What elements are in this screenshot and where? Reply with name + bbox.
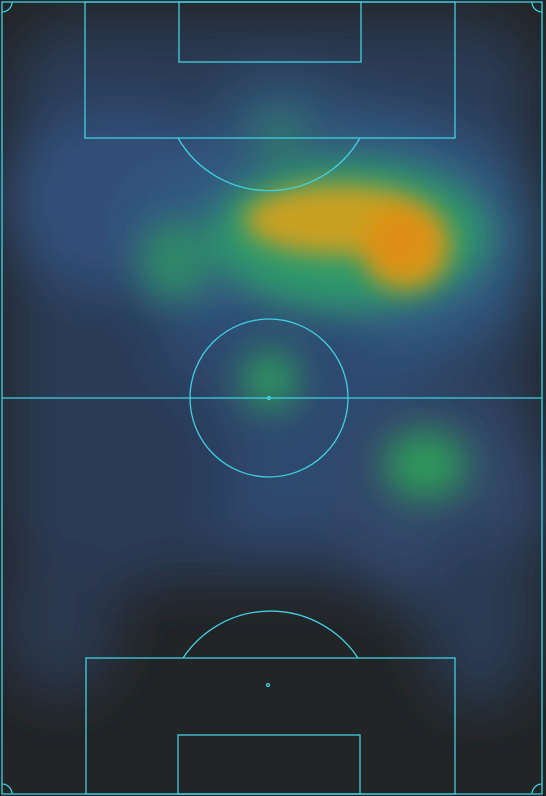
penalty-arc-top [177, 137, 361, 192]
center-circle [189, 318, 349, 478]
six-yard-box-bottom [177, 734, 361, 795]
penalty-arc-bottom [182, 610, 359, 659]
heat-layer [0, 20, 546, 710]
corner-arc [1, 783, 13, 795]
six-yard-box-top [178, 1, 362, 63]
center-spot [266, 395, 272, 401]
corner-arc [531, 1, 543, 13]
corner-arc [1, 1, 13, 13]
penalty-spot [265, 682, 271, 688]
corner-arc [531, 783, 543, 795]
